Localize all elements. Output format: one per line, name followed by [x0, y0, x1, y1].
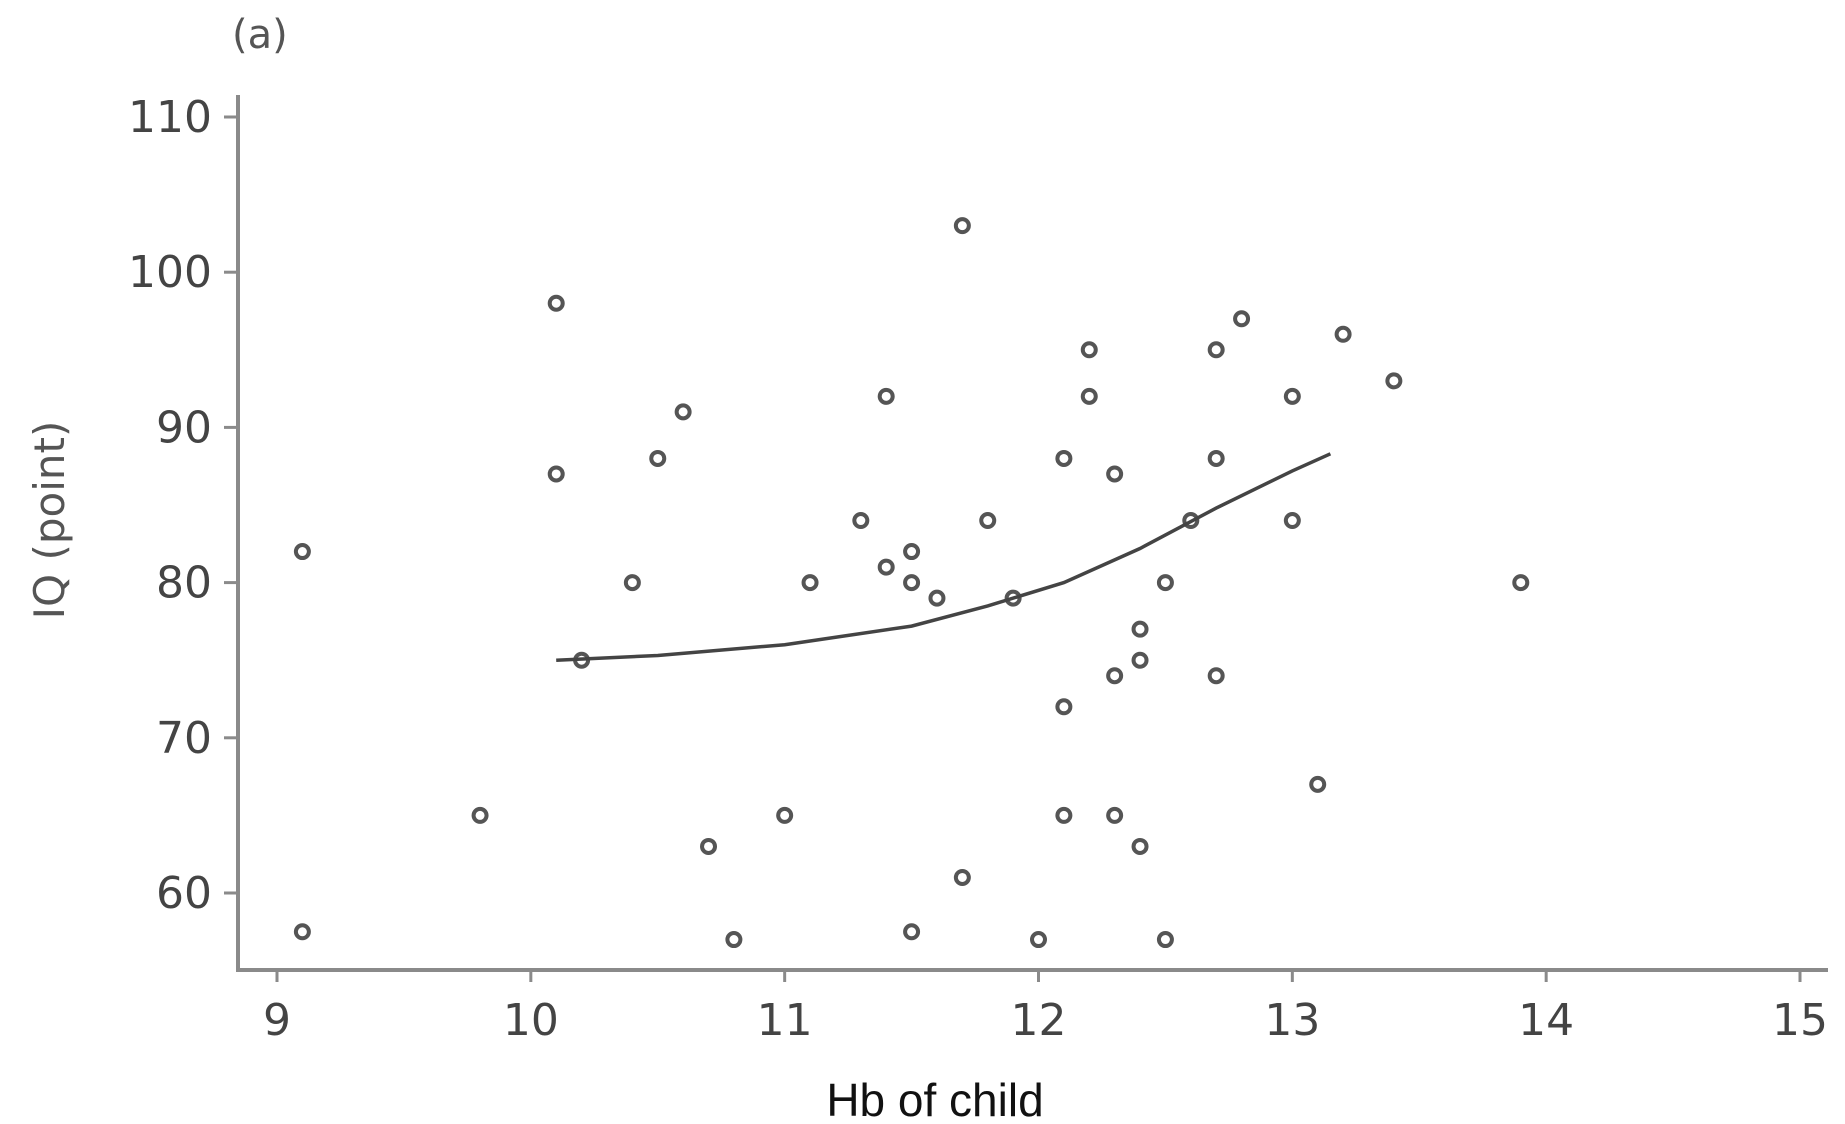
data-point [1055, 806, 1073, 824]
data-point [1309, 775, 1327, 793]
data-point [877, 387, 895, 405]
data-point [1004, 589, 1022, 607]
y-tick-label: 70 [156, 713, 212, 764]
data-point [700, 837, 718, 855]
data-point [1283, 512, 1301, 530]
data-point [674, 403, 692, 421]
data-point [979, 512, 997, 530]
fit-line [556, 452, 1332, 662]
data-point [623, 574, 641, 592]
data-point [877, 558, 895, 576]
x-tick-label: 10 [503, 995, 559, 1046]
data-point [1207, 449, 1225, 467]
axis-ticks: 9 10 11 12 13 14 15 60 70 80 90 100 110 [128, 92, 1828, 1046]
data-point [1283, 387, 1301, 405]
data-point [801, 574, 819, 592]
x-tick-label: 9 [263, 995, 291, 1046]
data-point [1182, 512, 1200, 530]
data-point [1030, 931, 1047, 949]
data-point [547, 465, 565, 483]
data-point [1156, 574, 1174, 592]
data-point [903, 543, 921, 561]
x-tick-label: 12 [1011, 995, 1067, 1046]
y-tick-label: 80 [156, 558, 212, 609]
data-point [1512, 574, 1530, 592]
data-point [1131, 837, 1149, 855]
data-point [1334, 325, 1352, 343]
data-point [725, 931, 743, 949]
panel-label: (a) [232, 12, 288, 58]
data-point [903, 574, 921, 592]
data-point [1207, 667, 1225, 685]
data-point [1055, 698, 1073, 716]
data-point [928, 589, 946, 607]
data-point [1080, 341, 1098, 359]
data-point [1207, 341, 1225, 359]
data-point [1055, 449, 1073, 467]
y-tick-label: 110 [128, 92, 212, 143]
data-point [1233, 310, 1251, 328]
data-point [852, 512, 870, 530]
data-point [1106, 806, 1124, 824]
data-point [1131, 620, 1149, 638]
x-tick-label: 14 [1518, 995, 1574, 1046]
data-point [903, 923, 921, 941]
data-point [776, 806, 794, 824]
data-point [1106, 465, 1124, 483]
data-point [293, 543, 311, 561]
data-point [953, 217, 971, 235]
data-point [1131, 651, 1149, 669]
data-point [1106, 667, 1124, 685]
data-point [293, 923, 311, 941]
data-point [953, 868, 971, 886]
x-axis-label: Hb of child [826, 1074, 1043, 1124]
x-tick-label: 11 [757, 995, 813, 1046]
y-tick-label: 100 [128, 247, 212, 298]
data-point [1156, 931, 1174, 949]
scatter-points [293, 217, 1530, 949]
data-point [1080, 387, 1098, 405]
x-tick-label: 15 [1772, 995, 1828, 1046]
x-tick-label: 13 [1264, 995, 1320, 1046]
y-axis-label: IQ (point) [25, 421, 74, 620]
data-point [1385, 372, 1403, 390]
y-tick-label: 60 [156, 868, 212, 919]
data-point [547, 294, 565, 312]
y-tick-label: 90 [156, 402, 212, 453]
data-point [471, 806, 489, 824]
data-point [649, 449, 667, 467]
